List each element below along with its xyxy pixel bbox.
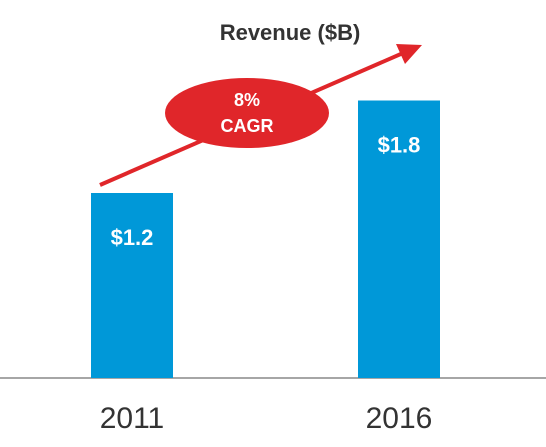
value-label: $1.8 [378, 132, 421, 157]
value-label: $1.2 [111, 225, 154, 250]
x-tick-label: 2016 [366, 402, 433, 435]
cagr-arrow [99, 44, 422, 187]
annotation-ellipse [165, 78, 329, 148]
bar [91, 193, 173, 378]
x-tick-label: 2011 [100, 402, 165, 435]
annotation-text: 8% CAGR [220, 90, 274, 136]
chart-title: Revenue ($B) [220, 20, 361, 45]
bar [358, 100, 440, 378]
annotation: 8% CAGR [165, 78, 329, 148]
arrow-head [396, 44, 422, 64]
